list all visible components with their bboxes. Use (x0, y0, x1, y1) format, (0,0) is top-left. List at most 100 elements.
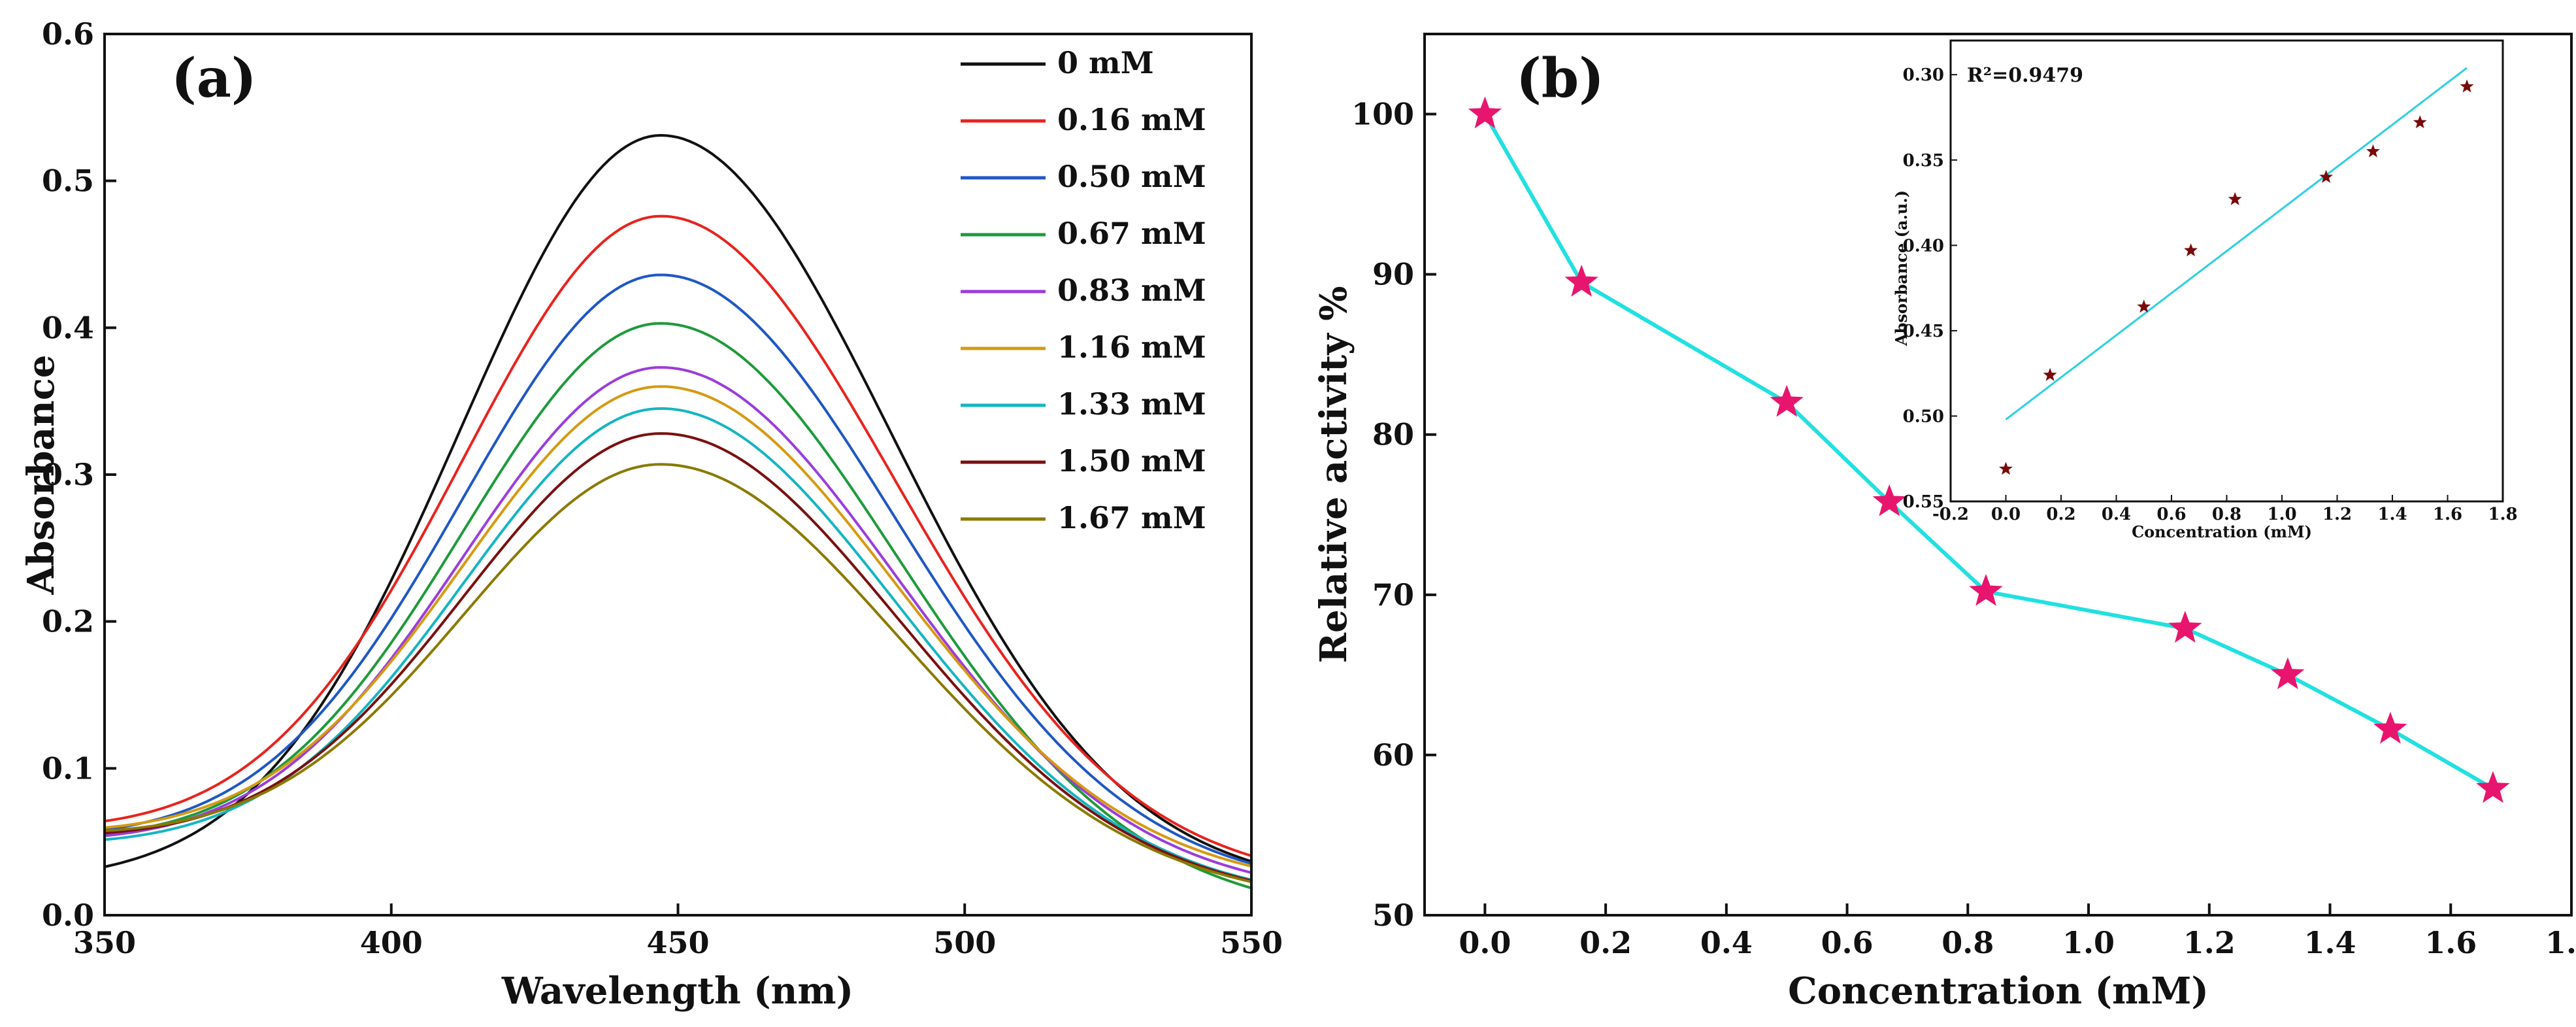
y-tick-label-a: 0.6 (42, 16, 94, 52)
legend-label: 1.50 mM (1057, 443, 1206, 479)
inset-r2-annotation: R²=0.9479 (1967, 64, 2083, 87)
legend-label: 0.16 mM (1057, 102, 1206, 137)
inset-x-tick-label: 1.8 (2488, 505, 2517, 524)
y-tick-label-a: 0.2 (42, 604, 94, 639)
y-axis-title-a: Absorbance (20, 355, 63, 596)
activity-point (2168, 611, 2202, 643)
x-tick-label-b: 1.2 (2183, 925, 2236, 960)
inset-x-tick-label: 0.8 (2212, 505, 2241, 524)
inset-markers (1999, 79, 2474, 475)
inset-y-ticks: 0.30 0.35 0.40 0.45 0.50 0.55 (1903, 65, 1957, 512)
x-tick-label-b: 1.0 (2062, 925, 2115, 960)
inset-point (2043, 367, 2057, 381)
x-tick-label-a: 450 (646, 925, 709, 960)
y-tick-label-a: 0.4 (42, 310, 94, 345)
inset-x-tick-label: -0.2 (1932, 505, 1969, 524)
x-tick-label-b: 1.8 (2545, 925, 2576, 960)
y-tick-label-a: 0.5 (42, 163, 94, 199)
inset-fit (2005, 67, 2468, 420)
y-tick-label-b: 70 (1372, 577, 1414, 613)
y-tick-label-b: 90 (1372, 257, 1414, 292)
inset-y-tick-label: 0.50 (1903, 407, 1944, 426)
y-tick-label-b: 80 (1372, 417, 1414, 452)
spectrum-line (104, 366, 1252, 874)
inset-point (2137, 299, 2151, 313)
relative-activity-markers (1468, 96, 2510, 803)
inset-x-tick-label: 0.6 (2156, 505, 2186, 524)
panel-b: 0.0 0.2 0.4 0.6 0.8 1.0 1.2 1.4 1.6 1.8 50 60 70 80 9… (1312, 33, 2576, 1013)
absorbance-spectra (104, 134, 1252, 890)
y-tick-label-a: 0.3 (42, 457, 94, 492)
legend-label: 1.33 mM (1057, 386, 1206, 422)
x-tick-label-b: 0.8 (1941, 925, 1994, 960)
x-tick-label-b: 1.4 (2304, 925, 2356, 960)
inset-x-tick-label: 1.0 (2267, 505, 2296, 524)
plot-frame-b (1423, 33, 2573, 917)
legend-label: 0.50 mM (1057, 159, 1206, 194)
panel-a: 350 400 450 500 550 0.0 0.1 0.2 0.3 0.4 0.5 0.6 0 … (20, 16, 1283, 1013)
inset-x-tick-label: 0.4 (2102, 505, 2131, 524)
legend-label: 1.16 mM (1057, 329, 1206, 365)
x-axis-title-b: Concentration (mM) (1788, 969, 2209, 1013)
inset-x-tick-label: 0.0 (1991, 505, 2021, 524)
inset-x-tick-label: 0.2 (2046, 505, 2075, 524)
activity-point (2373, 711, 2407, 744)
x-axis-ticks-b: 0.0 0.2 0.4 0.6 0.8 1.0 1.2 1.4 1.6 1.8 (1459, 903, 2576, 960)
activity-point (1770, 384, 1804, 417)
y-tick-label-a: 0.0 (42, 898, 94, 933)
x-tick-label-b: 0.2 (1579, 925, 1632, 960)
inset-x-axis-title: Concentration (mM) (2132, 522, 2312, 541)
legend-label: 0.83 mM (1057, 273, 1206, 308)
y-tick-label-b: 100 (1351, 97, 1414, 132)
legend-a: 0 mM 0.16 mM 0.50 mM 0.67 mM 0.83 mM 1.16 mM 1… (961, 45, 1206, 535)
inset-y-axis-title: Absorbance (a.u.) (1892, 190, 1911, 346)
y-axis-title-b: Relative activity % (1312, 286, 1355, 664)
spectrum-line (104, 214, 1252, 858)
x-tick-label-a: 400 (360, 925, 423, 960)
inset-x-tick-label: 1.6 (2433, 505, 2462, 524)
inset-y-tick-label: 0.45 (1903, 322, 1944, 341)
x-tick-label-a: 500 (933, 925, 996, 960)
x-axis-ticks-a: 350 400 450 500 550 (73, 903, 1283, 960)
legend-label: 0.67 mM (1057, 216, 1206, 251)
spectrum-line (104, 385, 1252, 868)
legend-label: 0 mM (1057, 45, 1154, 80)
y-tick-label-a: 0.1 (42, 750, 94, 786)
x-tick-label-b: 1.6 (2424, 925, 2477, 960)
y-tick-label-b: 60 (1372, 737, 1414, 773)
inset-y-tick-label: 0.40 (1903, 236, 1944, 256)
inset-y-tick-label: 0.30 (1903, 65, 1944, 85)
spectrum-line (104, 463, 1252, 883)
x-tick-label-b: 0.4 (1700, 925, 1753, 960)
x-tick-label-b: 0.0 (1459, 925, 1511, 960)
y-axis-ticks-a: 0.0 0.1 0.2 0.3 0.4 0.5 0.6 (42, 16, 116, 933)
panel-label-a: (a) (171, 47, 257, 110)
activity-point (2476, 771, 2510, 803)
inset-x-ticks: -0.2 0.0 0.2 0.4 0.6 0.8 1.0 1.2 1.4 1.6 1.8 (1932, 495, 2518, 524)
y-tick-label-b: 50 (1372, 898, 1414, 933)
inset-x-tick-label: 1.2 (2322, 505, 2352, 524)
spectrum-line (104, 273, 1252, 866)
legend-label: 1.67 mM (1057, 500, 1206, 535)
inset-frame (1949, 39, 2504, 503)
spectrum-line (104, 432, 1252, 883)
inset-point (2366, 144, 2380, 158)
activity-point (1564, 264, 1598, 297)
y-axis-ticks-b: 50 60 70 80 90 100 (1351, 97, 1436, 933)
panel-label-b: (b) (1516, 47, 1604, 110)
inset-y-tick-label: 0.35 (1903, 151, 1944, 171)
x-tick-label-b: 0.6 (1821, 925, 1874, 960)
inset-point (2460, 79, 2474, 93)
inset-point (2228, 192, 2242, 205)
activity-point (1468, 96, 1502, 129)
inset-point (1999, 462, 2013, 475)
inset-y-tick-label: 0.55 (1903, 492, 1944, 512)
inset-point (2184, 243, 2198, 257)
activity-point (2271, 657, 2305, 690)
inset-point (2413, 115, 2427, 129)
inset-chart: -0.2 0.0 0.2 0.4 0.6 0.8 1.0 1.2 1.4 1.6 1.8 0.300… (1892, 39, 2518, 541)
x-tick-label-a: 350 (73, 925, 136, 960)
inset-x-tick-label: 1.4 (2377, 505, 2407, 524)
activity-point (1969, 573, 2003, 606)
